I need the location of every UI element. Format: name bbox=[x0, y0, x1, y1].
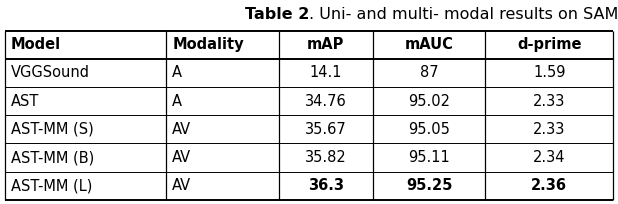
Text: 87: 87 bbox=[420, 65, 438, 80]
Text: AST: AST bbox=[11, 94, 40, 109]
Text: 35.67: 35.67 bbox=[305, 122, 347, 137]
Text: AV: AV bbox=[172, 150, 192, 165]
Text: Modality: Modality bbox=[172, 37, 244, 52]
Text: 95.11: 95.11 bbox=[408, 150, 450, 165]
Text: VGGSound: VGGSound bbox=[11, 65, 90, 80]
Text: 2.33: 2.33 bbox=[533, 94, 565, 109]
Text: d-prime: d-prime bbox=[517, 37, 582, 52]
Text: AV: AV bbox=[172, 122, 192, 137]
Text: 35.82: 35.82 bbox=[305, 150, 347, 165]
Text: 95.05: 95.05 bbox=[408, 122, 450, 137]
Text: 2.33: 2.33 bbox=[533, 122, 565, 137]
Text: AST-MM (B): AST-MM (B) bbox=[11, 150, 95, 165]
Text: A: A bbox=[172, 94, 182, 109]
Text: A: A bbox=[172, 65, 182, 80]
Text: 34.76: 34.76 bbox=[305, 94, 347, 109]
Text: 95.02: 95.02 bbox=[408, 94, 450, 109]
Text: AST-MM (L): AST-MM (L) bbox=[11, 178, 93, 193]
Text: 2.36: 2.36 bbox=[531, 178, 567, 193]
Text: mAP: mAP bbox=[307, 37, 344, 52]
Text: . Uni- and multi- modal results on SAM-C: . Uni- and multi- modal results on SAM-C bbox=[309, 7, 618, 22]
Text: AST-MM (S): AST-MM (S) bbox=[11, 122, 94, 137]
Text: AV: AV bbox=[172, 178, 192, 193]
Text: mAUC: mAUC bbox=[405, 37, 454, 52]
Text: 95.25: 95.25 bbox=[406, 178, 452, 193]
Text: 1.59: 1.59 bbox=[533, 65, 565, 80]
Text: 36.3: 36.3 bbox=[308, 178, 344, 193]
Text: Model: Model bbox=[11, 37, 61, 52]
Text: Table 2: Table 2 bbox=[245, 7, 309, 22]
Text: 2.34: 2.34 bbox=[533, 150, 565, 165]
Text: 14.1: 14.1 bbox=[310, 65, 342, 80]
